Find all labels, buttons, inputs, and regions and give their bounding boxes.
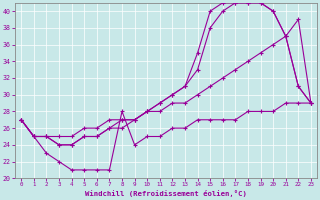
X-axis label: Windchill (Refroidissement éolien,°C): Windchill (Refroidissement éolien,°C) [85,190,247,197]
